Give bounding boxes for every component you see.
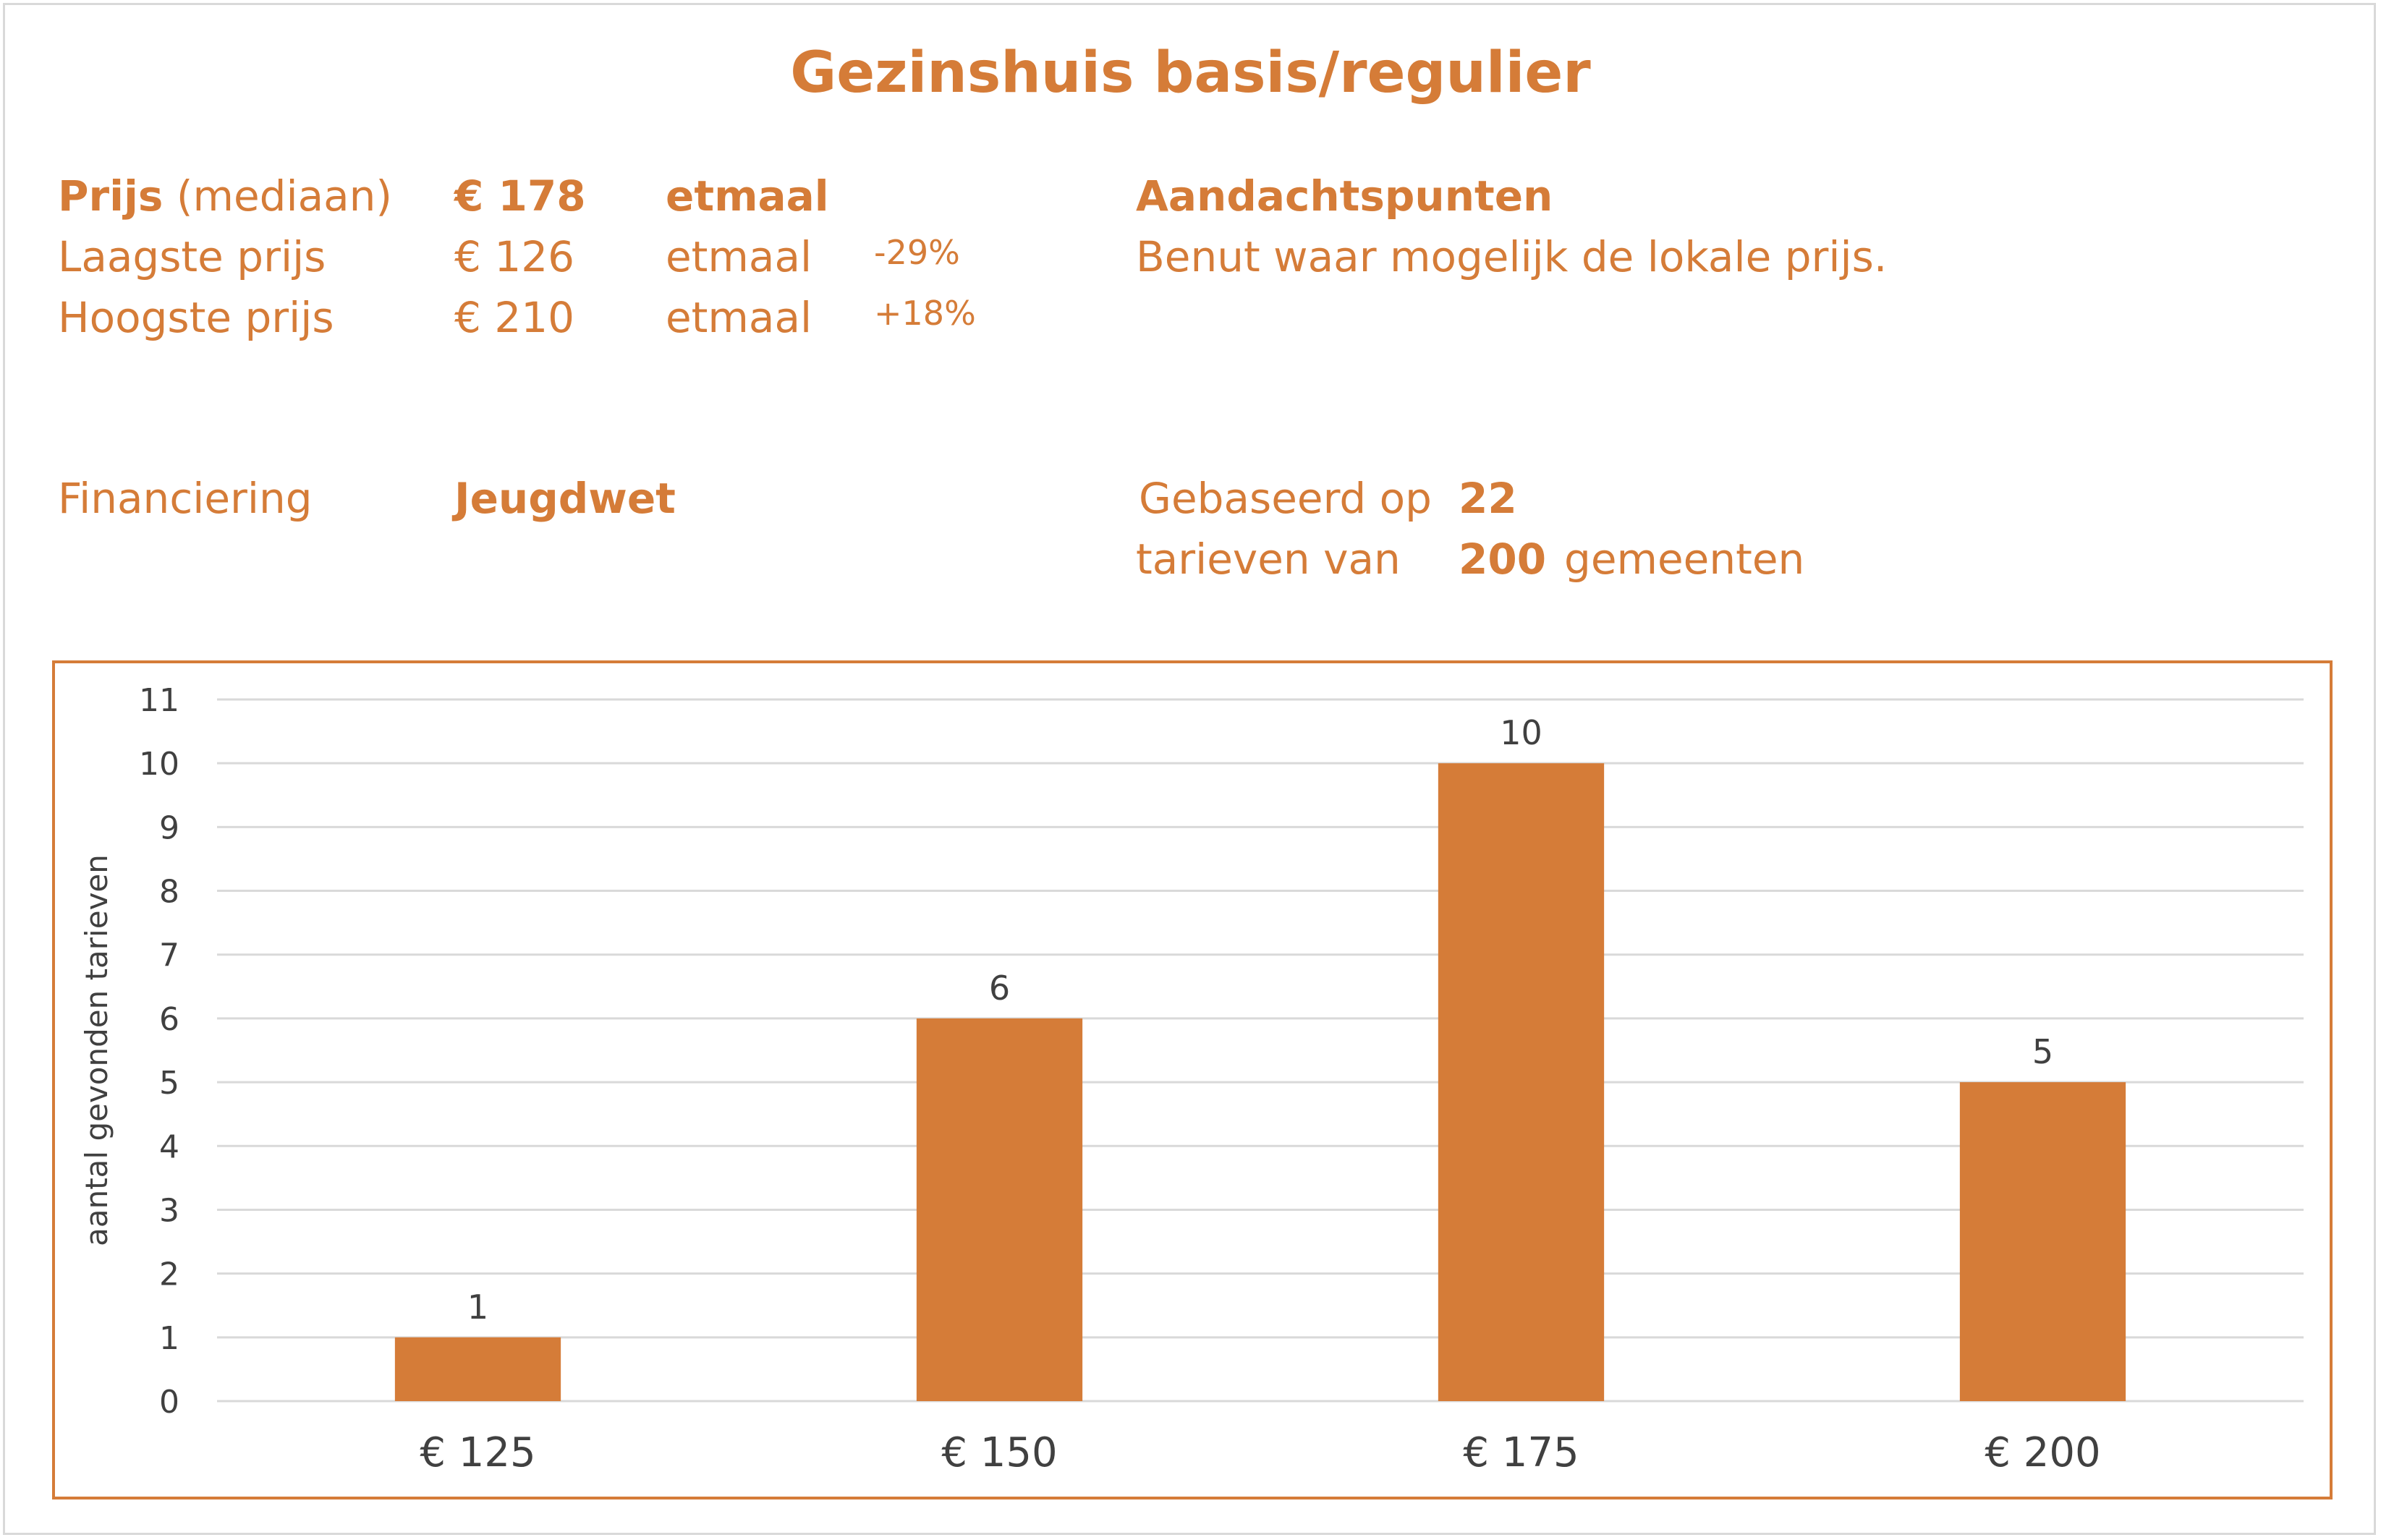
y-tick-label-8: 8	[159, 874, 179, 911]
attention-text: Benut waar mogelijk de lokale prijs.	[1136, 232, 1888, 281]
y-axis-label: aantal gevonden tarieven	[79, 854, 114, 1246]
chart-frame: 0 1 2 3 4 5 6 7 8 9 10 11 aantal gevonden tarieven 1 €…	[52, 660, 2333, 1499]
basis-line1: Gebaseerd op	[1139, 474, 1432, 523]
data-label-2: 6	[989, 969, 1010, 1008]
x-tick-label-4: € 200	[1985, 1429, 2100, 1476]
lowest-price-delta: -29%	[874, 233, 960, 272]
x-tick-label-2: € 150	[941, 1429, 1057, 1476]
y-tick-label-10: 10	[139, 746, 179, 783]
median-label-bold: Prijs	[58, 171, 164, 221]
data-label-4: 5	[2032, 1032, 2053, 1071]
data-label-1: 1	[467, 1288, 488, 1327]
highest-price-delta: +18%	[874, 294, 976, 333]
highest-price-label: Hoogste prijs	[58, 293, 334, 342]
attention-heading: Aandachtspunten	[1136, 171, 1553, 221]
basis-tariff-count: 22	[1459, 474, 1517, 523]
y-tick-label-0: 0	[159, 1384, 179, 1421]
financing-label: Financiering	[58, 474, 313, 523]
y-tick-label-5: 5	[159, 1065, 179, 1102]
lowest-price-label: Laagste prijs	[58, 232, 326, 281]
y-tick-label-2: 2	[159, 1256, 179, 1293]
basis-line2-suffix: gemeenten	[1564, 535, 1805, 584]
bar-1	[394, 1337, 561, 1401]
bar-3	[1438, 763, 1605, 1401]
x-tick-label-3: € 175	[1463, 1429, 1579, 1476]
y-tick-label-7: 7	[159, 937, 179, 974]
y-tick-label-3: 3	[159, 1192, 179, 1229]
highest-price-value: € 210	[454, 293, 575, 342]
data-label-3: 10	[1500, 713, 1542, 752]
bar-chart: 0 1 2 3 4 5 6 7 8 9 10 11 aantal gevonden tarieven 1 €…	[79, 682, 2304, 1476]
y-tick-label-1: 1	[159, 1320, 179, 1357]
median-label-rest: (mediaan)	[176, 171, 393, 221]
bar-4	[1959, 1082, 2126, 1401]
highest-price-unit: etmaal	[666, 293, 812, 342]
basis-line2: tarieven van	[1136, 535, 1401, 584]
y-tick-label-11: 11	[139, 682, 179, 719]
median-price-label: Prijs (mediaan)	[58, 175, 392, 217]
y-tick-label-6: 6	[159, 1001, 179, 1038]
page-title: Gezinshuis basis/regulier	[790, 41, 1591, 106]
basis-municipality-count: 200	[1459, 535, 1547, 584]
median-price-value: € 178	[454, 171, 586, 221]
lowest-price-unit: etmaal	[666, 232, 812, 281]
median-price-unit: etmaal	[666, 171, 829, 221]
bar-2	[916, 1018, 1083, 1401]
y-tick-label-9: 9	[159, 809, 179, 846]
y-tick-label-4: 4	[159, 1128, 179, 1165]
x-tick-label-1: € 125	[420, 1429, 535, 1476]
lowest-price-value: € 126	[454, 232, 575, 281]
financing-value: Jeugdwet	[454, 474, 676, 523]
